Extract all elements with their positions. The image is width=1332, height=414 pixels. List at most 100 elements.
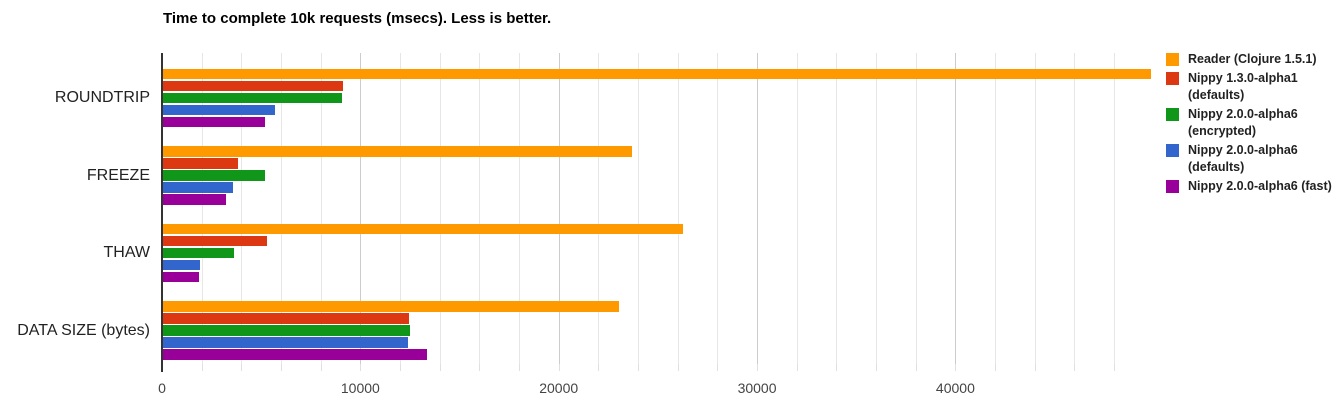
- axis-tickmark: [400, 364, 402, 371]
- x-tick-label: 20000: [539, 380, 579, 396]
- axis-tickmark: [558, 364, 560, 371]
- axis-tickmark: [717, 364, 719, 371]
- category-label: FREEZE: [86, 166, 150, 184]
- legend-swatch: [1166, 53, 1179, 66]
- bar: [163, 104, 276, 116]
- bar: [163, 313, 410, 324]
- category-label: THAW: [103, 244, 150, 261]
- category-label: DATA SIZE (bytes): [17, 321, 150, 339]
- bar: [163, 80, 343, 92]
- gridline: [955, 53, 957, 364]
- gridline: [836, 53, 838, 364]
- bar: [163, 301, 619, 312]
- gridline: [677, 53, 679, 364]
- bar: [163, 247, 234, 259]
- bar: [163, 259, 201, 271]
- bar: [163, 337, 409, 348]
- legend-swatch: [1166, 179, 1179, 193]
- legend-label-line: Reader (Clojure 1.5.1): [1188, 52, 1317, 66]
- bar: [163, 158, 238, 169]
- bar: [163, 116, 266, 128]
- gridline: [598, 53, 600, 364]
- legend-label-line: Nippy 2.0.0-alpha6: [1188, 106, 1298, 121]
- bar: [163, 349, 427, 360]
- legend-swatch: [1166, 143, 1179, 157]
- gridline: [479, 53, 481, 364]
- x-tick-label: 10000: [340, 380, 380, 396]
- gridline: [757, 53, 759, 364]
- bar: [163, 182, 233, 193]
- legend-label: Nippy 1.3.0-alpha1 (defaults): [1188, 70, 1332, 105]
- x-tick-label: 30000: [737, 380, 777, 396]
- axis-tickmark: [757, 364, 759, 371]
- axis-tickmark: [439, 364, 441, 371]
- chart-legend: Reader (Clojure 1.5.1) Nippy 1.3.0-alpha1…: [1166, 51, 1332, 196]
- legend-label-line: Nippy 2.0.0-alpha6 (fast): [1188, 178, 1332, 193]
- gridline: [439, 53, 441, 364]
- gridline: [201, 53, 203, 364]
- bar: [163, 146, 632, 157]
- axis-tickmark: [201, 364, 203, 371]
- bar: [163, 170, 265, 181]
- axis-tickmark: [915, 364, 917, 371]
- legend-label-line: Nippy 1.3.0-alpha1: [1188, 70, 1298, 85]
- y-axis-line: [161, 53, 163, 372]
- legend-item: Nippy 2.0.0-alpha6 (encrypted): [1166, 106, 1332, 141]
- gridline: [876, 53, 878, 364]
- legend-label-line: (defaults): [1188, 160, 1245, 174]
- gridline: [241, 53, 243, 364]
- gridline: [320, 53, 322, 364]
- axis-tickmark: [995, 364, 997, 371]
- x-tick-label: 0: [158, 380, 166, 396]
- axis-tickmark: [241, 364, 243, 371]
- legend-item: Reader (Clojure 1.5.1): [1166, 51, 1332, 69]
- bar: [163, 235, 267, 247]
- axis-tickmark: [876, 364, 878, 371]
- bar: [163, 194, 226, 205]
- legend-label: Nippy 2.0.0-alpha6 (encrypted): [1188, 106, 1332, 141]
- axis-tickmark: [1074, 364, 1076, 371]
- axis-tickmark: [796, 364, 798, 371]
- gridline: [717, 53, 719, 364]
- gridline: [519, 53, 521, 364]
- bar: [163, 92, 342, 104]
- legend-label: Nippy 2.0.0-alpha6 (fast): [1188, 178, 1332, 196]
- gridline: [281, 53, 282, 364]
- axis-tickmark: [836, 364, 838, 371]
- legend-label: Reader (Clojure 1.5.1): [1188, 51, 1332, 69]
- axis-tickmark: [519, 364, 521, 371]
- x-tick-label: 40000: [935, 380, 975, 396]
- axis-tickmark: [598, 364, 600, 371]
- gridline: [796, 53, 798, 364]
- bar: [163, 223, 684, 235]
- category-label: ROUNDTRIP: [54, 89, 150, 106]
- gridline: [1074, 53, 1076, 364]
- gridline: [1034, 53, 1036, 364]
- axis-tickmark: [479, 364, 481, 371]
- axis-tickmark: [1034, 364, 1036, 371]
- chart-title: Time to complete 10k requests (msecs). L…: [163, 10, 552, 27]
- bar: [163, 325, 411, 336]
- bar: [163, 68, 1152, 80]
- gridline: [558, 53, 560, 364]
- gridline: [915, 53, 917, 364]
- bar: [163, 271, 199, 283]
- legend-swatch: [1166, 107, 1179, 121]
- gridline: [1114, 53, 1116, 364]
- legend-item: Nippy 2.0.0-alpha6 (defaults): [1166, 142, 1332, 177]
- legend-label-line: (defaults): [1188, 88, 1245, 102]
- legend-swatch: [1166, 71, 1179, 85]
- axis-tickmark: [360, 364, 362, 371]
- gridline: [400, 53, 402, 364]
- gridline: [638, 53, 640, 364]
- axis-tickmark: [638, 364, 640, 371]
- legend-item: Nippy 1.3.0-alpha1 (defaults): [1166, 70, 1332, 105]
- gridline: [995, 53, 997, 364]
- legend-label-line: (encrypted): [1188, 124, 1257, 138]
- axis-tickmark: [1114, 364, 1116, 371]
- axis-tickmark: [281, 364, 282, 371]
- legend-label: Nippy 2.0.0-alpha6 (defaults): [1188, 142, 1332, 177]
- gridline: [360, 53, 362, 364]
- axis-tickmark: [955, 364, 957, 371]
